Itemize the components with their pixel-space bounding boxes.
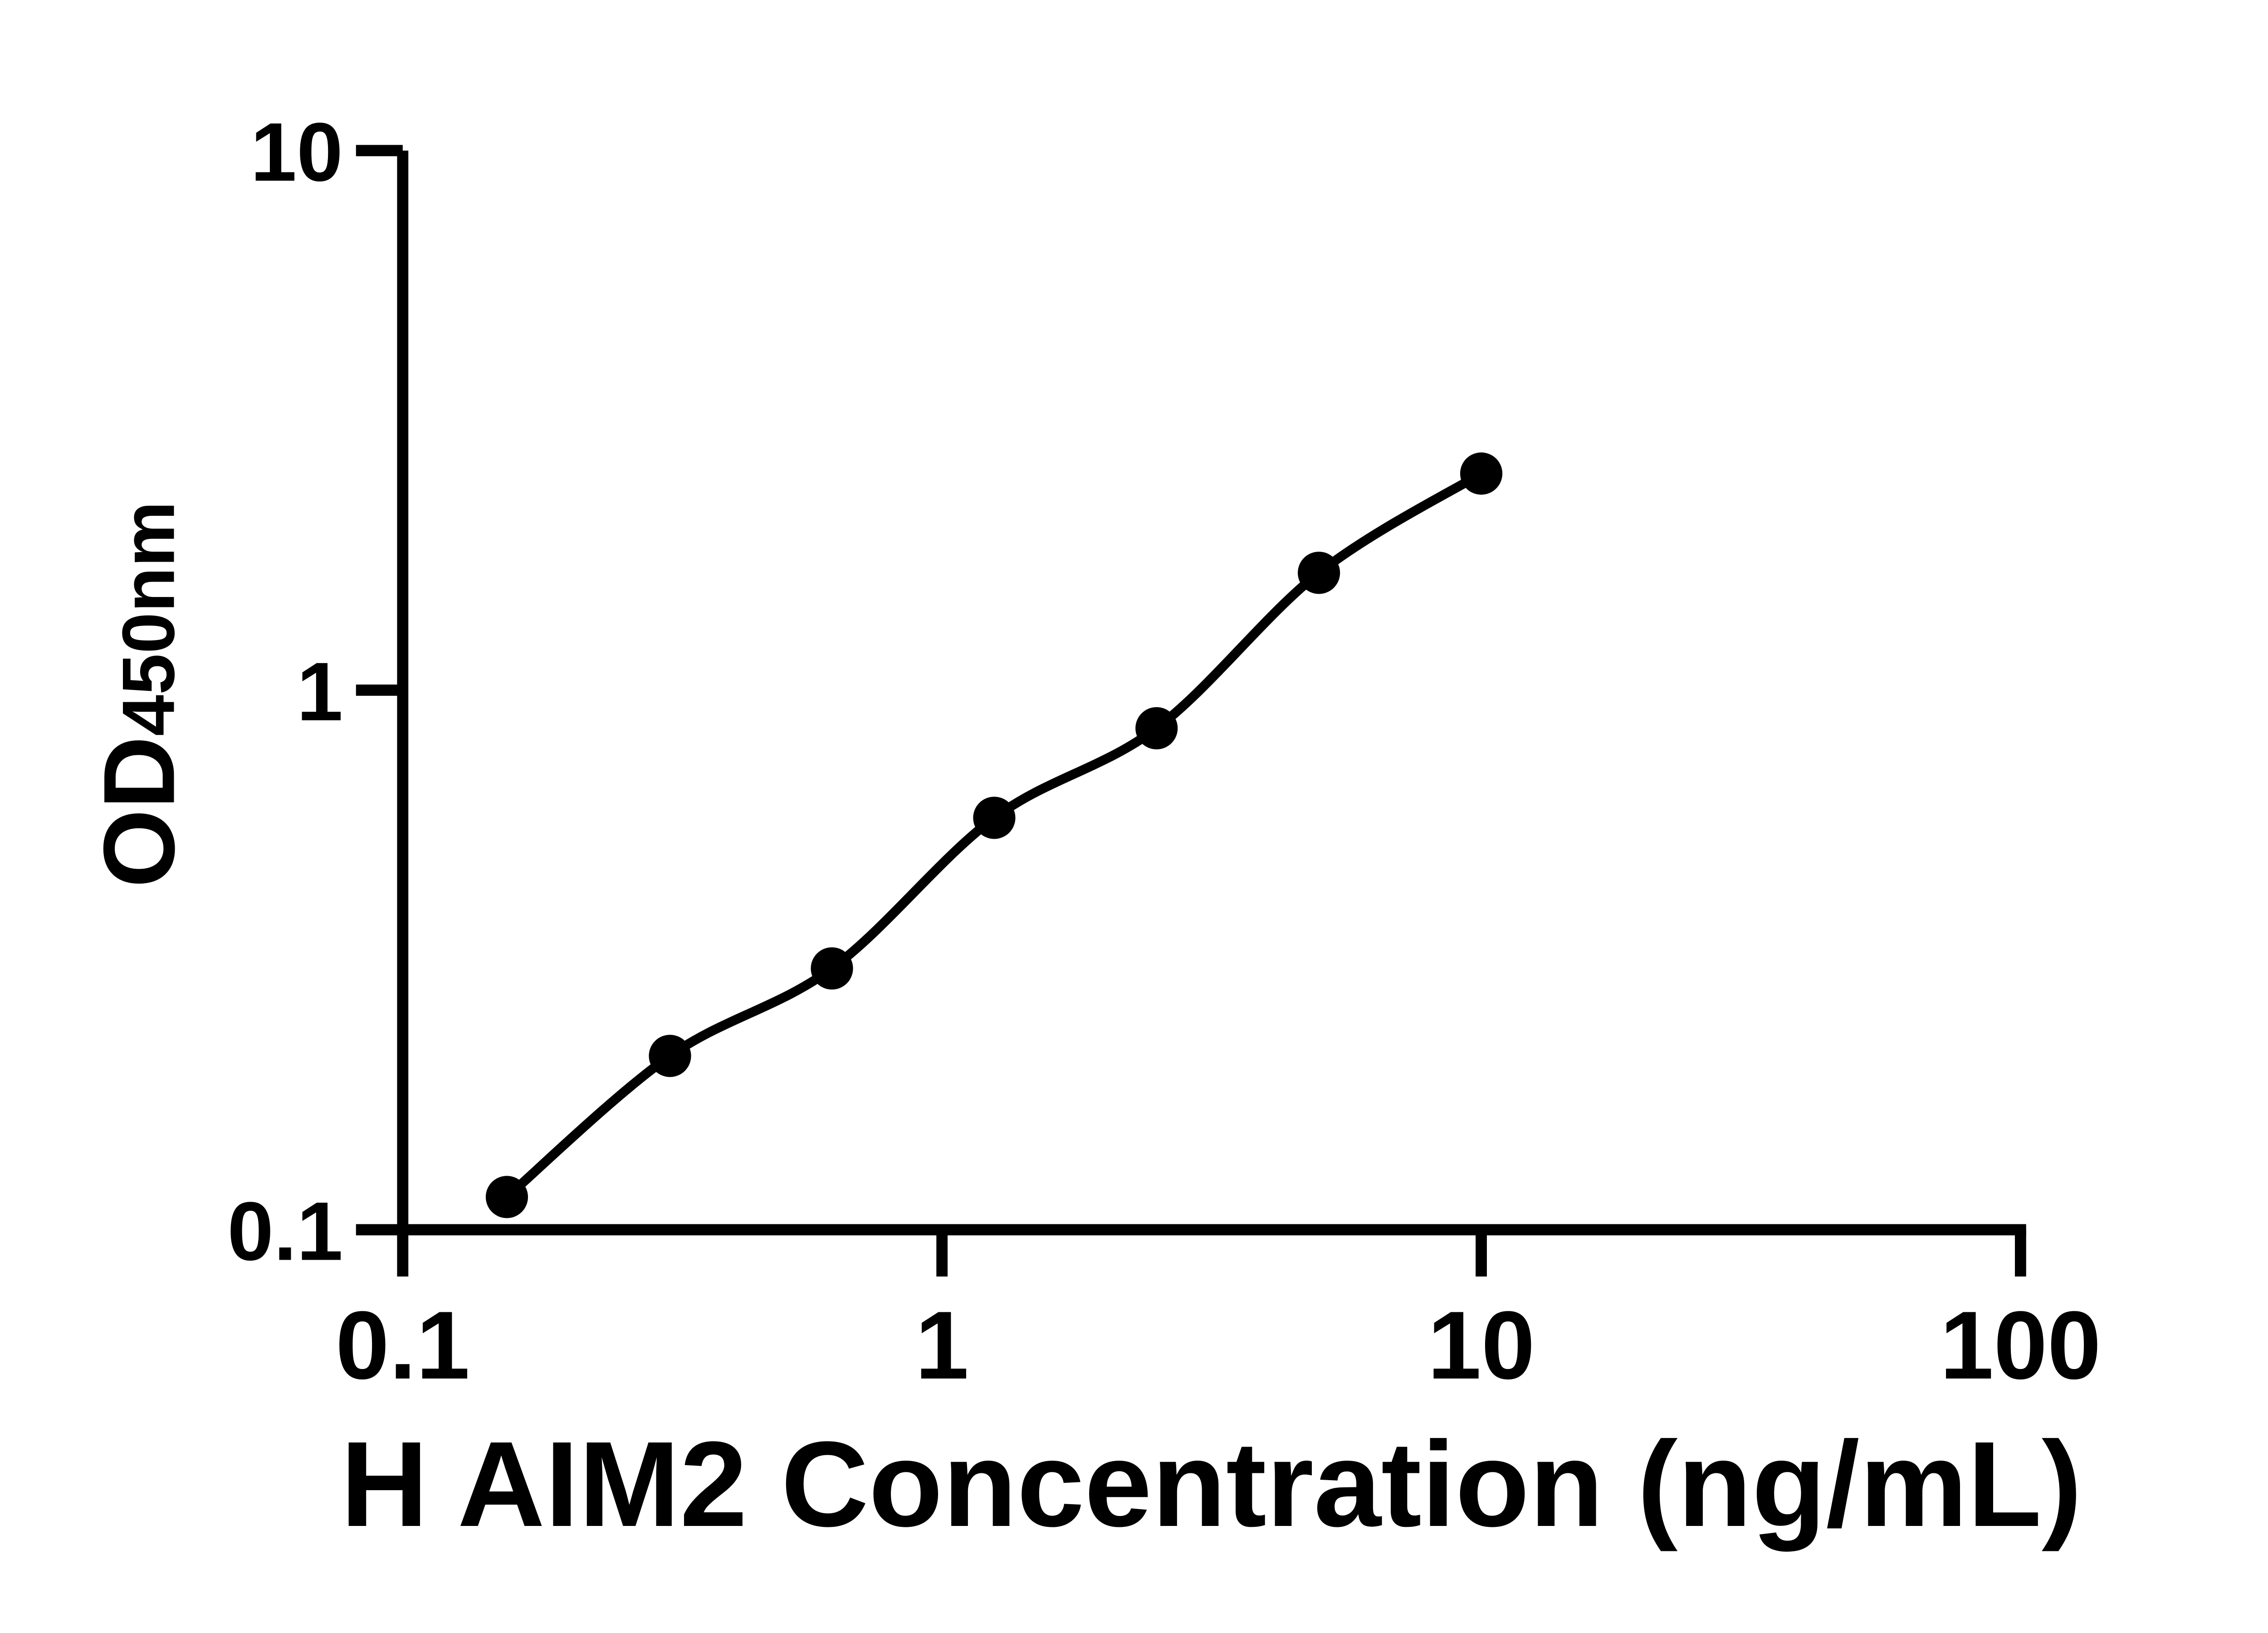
- y-axis-title: OD450nm: [83, 501, 196, 888]
- y-tick-label-0.1: 0.1: [227, 1184, 343, 1277]
- x-tick-label-1: 1: [915, 1291, 968, 1399]
- axes: 0.1 1 10 0.1 1 10 100: [227, 105, 2101, 1399]
- data-point-6: [1298, 552, 1340, 594]
- y-axis-tick-labels: 0.1 1 10: [227, 105, 343, 1277]
- data-point-4: [973, 797, 1016, 839]
- y-axis-title-main: OD: [83, 736, 196, 888]
- x-axis-title: H AIM2 Concentration (ng/mL): [341, 1416, 2082, 1553]
- x-tick-label-100: 100: [1940, 1291, 2101, 1399]
- x-tick-label-10: 10: [1427, 1291, 1535, 1399]
- data-series: [485, 452, 1503, 1218]
- x-axis-ticks: [397, 1230, 2026, 1277]
- data-point-3: [811, 947, 853, 990]
- data-point-7: [1460, 452, 1503, 495]
- data-point-1: [485, 1176, 528, 1218]
- x-axis-tick-labels: 0.1 1 10 100: [336, 1291, 2101, 1399]
- y-axis-title-subscript: 450nm: [107, 501, 190, 736]
- data-point-2: [649, 1035, 691, 1077]
- y-axis-ticks: [356, 145, 403, 1236]
- x-tick-label-0.1: 0.1: [336, 1291, 470, 1399]
- y-tick-label-1: 1: [297, 645, 343, 738]
- y-tick-label-10: 10: [250, 105, 343, 198]
- data-point-5: [1135, 707, 1178, 749]
